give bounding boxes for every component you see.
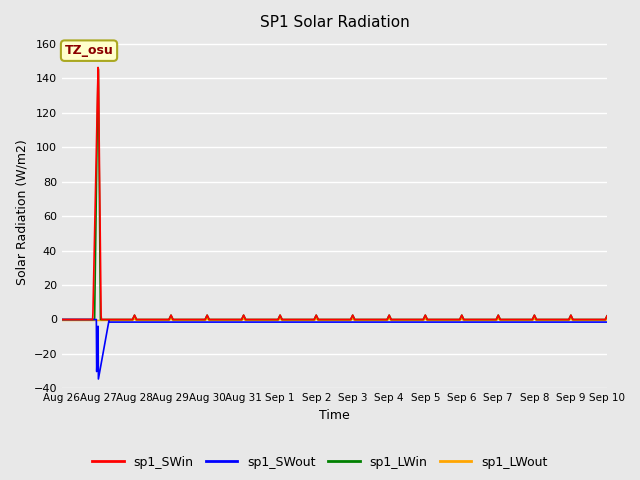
sp1_SWin xyxy=(58,317,66,323)
sp1_SWout xyxy=(337,319,345,325)
sp1_LWin xyxy=(68,317,76,323)
sp1_SWin xyxy=(434,317,442,323)
sp1_SWout xyxy=(305,319,312,325)
sp1_LWout xyxy=(58,317,66,323)
sp1_LWout xyxy=(568,317,576,323)
X-axis label: Time: Time xyxy=(319,409,350,422)
sp1_LWout xyxy=(434,317,442,323)
Line: sp1_SWout: sp1_SWout xyxy=(62,320,607,379)
sp1_SWin xyxy=(603,313,611,319)
sp1_LWout xyxy=(305,317,312,323)
sp1_LWin xyxy=(568,315,576,321)
Legend: sp1_SWin, sp1_SWout, sp1_LWin, sp1_LWout: sp1_SWin, sp1_SWout, sp1_LWin, sp1_LWout xyxy=(88,451,552,474)
sp1_SWout xyxy=(58,317,66,323)
sp1_SWin xyxy=(94,65,102,71)
Line: sp1_LWout: sp1_LWout xyxy=(62,319,607,320)
sp1_SWout xyxy=(434,319,442,325)
sp1_SWout xyxy=(95,376,102,382)
sp1_LWout xyxy=(131,316,138,322)
sp1_LWout xyxy=(603,316,611,322)
Title: SP1 Solar Radiation: SP1 Solar Radiation xyxy=(260,15,410,30)
sp1_LWout xyxy=(337,317,345,323)
sp1_LWin xyxy=(156,317,164,323)
sp1_LWin xyxy=(305,317,312,323)
sp1_LWin xyxy=(603,313,611,319)
sp1_SWout xyxy=(156,319,164,325)
Y-axis label: Solar Radiation (W/m2): Solar Radiation (W/m2) xyxy=(15,139,28,285)
sp1_SWin xyxy=(337,317,345,323)
sp1_LWin xyxy=(434,317,442,323)
sp1_LWin xyxy=(58,317,66,323)
sp1_SWin xyxy=(68,317,76,323)
sp1_SWin xyxy=(156,317,164,323)
sp1_SWout xyxy=(68,317,76,323)
sp1_LWin xyxy=(337,317,345,323)
sp1_LWout xyxy=(156,317,164,323)
sp1_LWout xyxy=(68,317,76,323)
sp1_SWout xyxy=(568,319,576,325)
Text: TZ_osu: TZ_osu xyxy=(65,44,113,57)
sp1_SWout xyxy=(603,319,611,325)
Line: sp1_SWin: sp1_SWin xyxy=(62,68,607,320)
sp1_SWin xyxy=(305,317,312,323)
sp1_SWin xyxy=(568,315,576,321)
sp1_LWin xyxy=(94,65,102,71)
Line: sp1_LWin: sp1_LWin xyxy=(62,68,607,320)
